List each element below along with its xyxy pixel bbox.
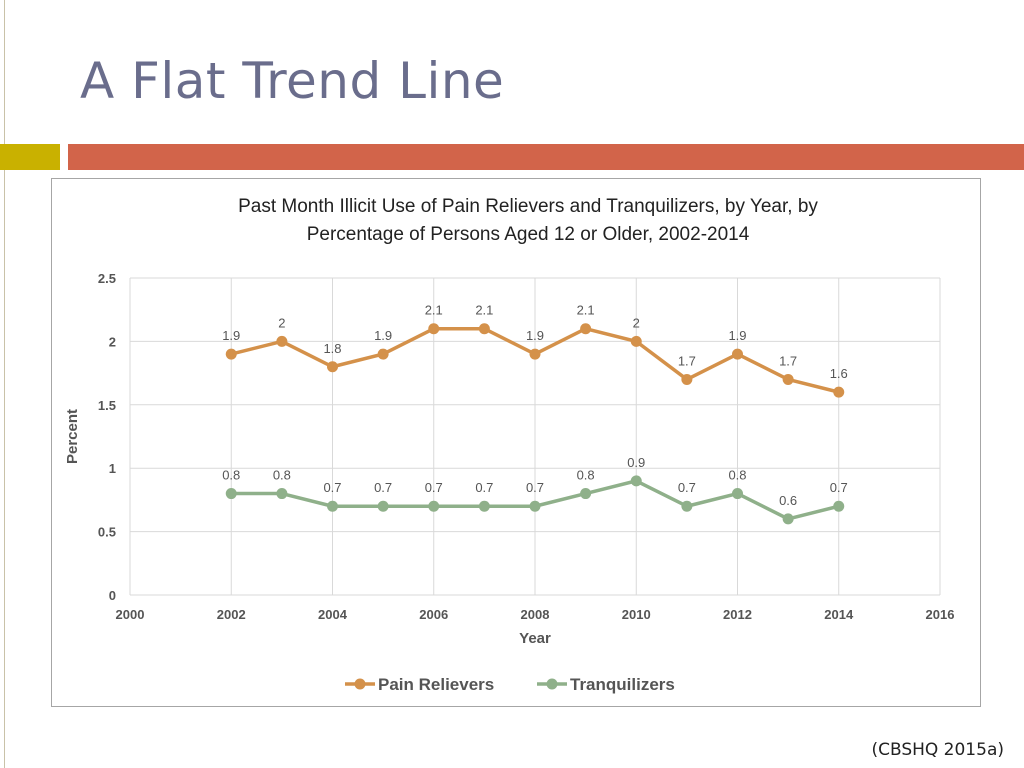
- data-point: [580, 323, 592, 335]
- chart-title-line: Past Month Illicit Use of Pain Relievers…: [238, 196, 818, 217]
- y-tick-label: 0: [109, 588, 116, 603]
- data-point: [225, 488, 237, 500]
- legend-swatch-marker: [354, 678, 366, 690]
- data-point: [630, 335, 642, 347]
- y-tick-label: 2: [109, 334, 116, 349]
- y-tick-label: 0.5: [98, 525, 116, 540]
- data-point: [428, 500, 440, 512]
- data-point: [833, 386, 845, 398]
- data-point: [377, 500, 389, 512]
- x-axis-label: Year: [519, 630, 551, 647]
- data-point: [327, 500, 338, 512]
- data-point: [276, 488, 288, 500]
- data-point: [529, 500, 541, 512]
- x-tick-label: 2006: [419, 607, 448, 622]
- data-point: [478, 323, 490, 335]
- data-label: 1.6: [830, 366, 848, 381]
- data-label: 2: [633, 315, 640, 330]
- data-point: [782, 373, 794, 385]
- y-tick-label: 2.5: [98, 271, 116, 286]
- data-label: 0.7: [678, 480, 696, 495]
- y-tick-label: 1.5: [98, 398, 116, 413]
- data-label: 1.7: [779, 353, 797, 368]
- data-point: [377, 348, 389, 360]
- data-label: 0.8: [577, 468, 595, 483]
- source-citation: (CBSHQ 2015a): [871, 740, 1004, 760]
- data-label: 0.7: [526, 480, 544, 495]
- data-label: 0.7: [830, 480, 848, 495]
- data-label: 0.7: [323, 480, 341, 495]
- accent-bar-gold: [0, 144, 60, 170]
- x-tick-label: 2016: [926, 607, 955, 622]
- data-point: [681, 373, 693, 385]
- legend-swatch-marker: [546, 678, 558, 690]
- data-point: [276, 335, 288, 347]
- legend-label: Pain Relievers: [378, 675, 494, 694]
- data-label: 0.7: [475, 480, 493, 495]
- data-point: [327, 361, 338, 373]
- x-tick-label: 2008: [521, 607, 550, 622]
- data-point: [225, 348, 237, 360]
- x-tick-label: 2002: [217, 607, 246, 622]
- data-point: [529, 348, 541, 360]
- x-tick-label: 2004: [318, 607, 348, 622]
- data-point: [732, 348, 743, 360]
- data-label: 2.1: [425, 303, 443, 318]
- data-point: [580, 488, 592, 500]
- x-tick-label: 2014: [824, 607, 854, 622]
- data-point: [478, 500, 490, 512]
- data-label: 0.8: [273, 468, 291, 483]
- chart-frame: [51, 178, 981, 707]
- data-point: [681, 500, 693, 512]
- accent-bar-red: [68, 144, 1024, 170]
- data-point: [630, 475, 642, 487]
- data-label: 1.9: [728, 328, 746, 343]
- data-label: 1.9: [222, 328, 240, 343]
- slide-title: A Flat Trend Line: [80, 52, 505, 110]
- data-point: [428, 323, 440, 335]
- data-label: 0.9: [627, 455, 645, 470]
- data-label: 0.8: [728, 468, 746, 483]
- data-label: 2: [278, 315, 285, 330]
- data-label: 0.7: [374, 480, 392, 495]
- data-label: 2.1: [577, 303, 595, 318]
- data-label: 1.9: [526, 328, 544, 343]
- data-label: 1.9: [374, 328, 392, 343]
- data-point: [833, 500, 845, 512]
- data-point: [732, 488, 743, 500]
- data-label: 2.1: [475, 303, 493, 318]
- y-tick-label: 1: [109, 461, 116, 476]
- x-tick-label: 2010: [622, 607, 651, 622]
- x-tick-label: 2000: [116, 607, 145, 622]
- left-margin-rule: [4, 0, 5, 768]
- data-label: 1.8: [323, 341, 341, 356]
- x-tick-label: 2012: [723, 607, 752, 622]
- data-label: 1.7: [678, 353, 696, 368]
- data-label: 0.7: [425, 480, 443, 495]
- legend-label: Tranquilizers: [570, 675, 675, 694]
- y-axis-label: Percent: [64, 409, 81, 464]
- data-label: 0.8: [222, 468, 240, 483]
- data-point: [782, 513, 794, 525]
- data-label: 0.6: [779, 493, 797, 508]
- chart-title-line: Percentage of Persons Aged 12 or Older, …: [307, 224, 750, 245]
